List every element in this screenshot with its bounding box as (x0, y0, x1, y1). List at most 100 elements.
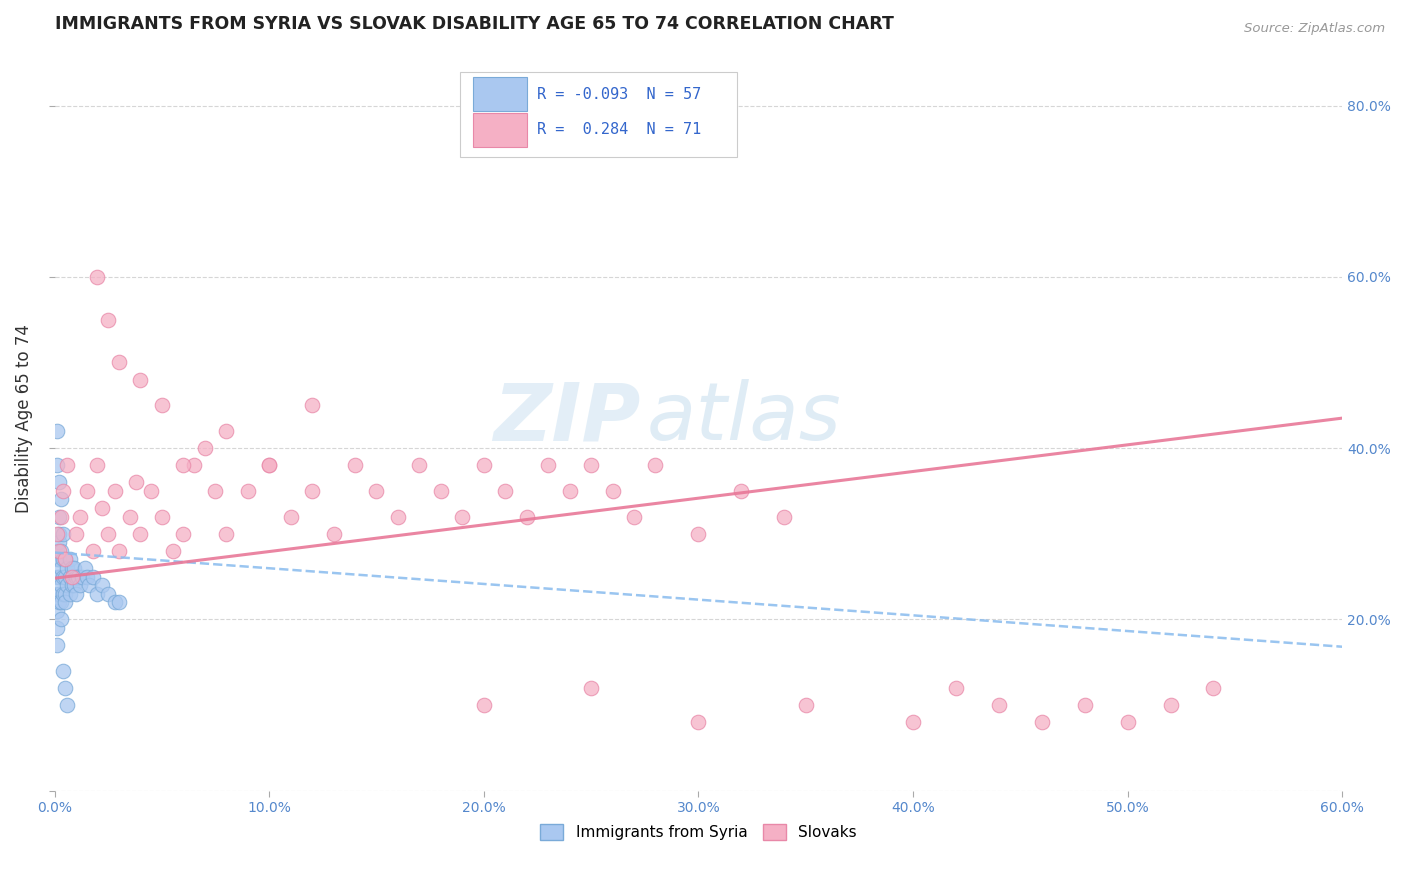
Point (494, 483, 516, 498)
Point (1160, 698, 1182, 712)
Point (194, 441, 217, 455)
Point (104, 483, 127, 498)
Text: R = -0.093  N = 57: R = -0.093 N = 57 (537, 87, 702, 102)
Point (430, 483, 453, 498)
Point (537, 458, 560, 473)
Point (53, 587, 76, 601)
Point (53, 552, 76, 566)
Point (48, 509, 70, 524)
Point (82, 544, 104, 558)
Point (1073, 698, 1095, 712)
Point (794, 698, 817, 712)
Point (387, 509, 409, 524)
Point (53, 681, 76, 695)
Point (730, 483, 752, 498)
Point (76, 569, 98, 583)
Point (129, 526, 152, 541)
Point (45, 638, 67, 652)
Point (558, 483, 581, 498)
Point (86, 269, 108, 284)
Point (516, 509, 538, 524)
Point (56, 578, 79, 592)
Point (52, 664, 75, 678)
Point (48, 587, 70, 601)
Point (45, 604, 67, 618)
Point (301, 398, 323, 412)
Point (472, 458, 495, 473)
Text: atlas: atlas (647, 379, 842, 457)
Point (183, 458, 205, 473)
Point (45, 587, 67, 601)
Point (60, 578, 83, 592)
Point (53, 569, 76, 583)
Point (118, 509, 141, 524)
Point (48, 526, 70, 541)
Point (45, 569, 67, 583)
Point (408, 458, 430, 473)
Point (63, 561, 86, 575)
Point (69, 578, 91, 592)
Point (150, 398, 173, 412)
Point (162, 544, 184, 558)
Point (58, 569, 80, 583)
Point (72, 569, 94, 583)
Point (56, 698, 79, 712)
Point (52, 552, 75, 566)
Point (58, 552, 80, 566)
Point (602, 483, 624, 498)
Point (65, 587, 87, 601)
Point (45, 621, 67, 635)
Point (48, 475, 70, 490)
Point (204, 483, 226, 498)
Point (623, 509, 645, 524)
Point (257, 458, 280, 473)
Point (1031, 715, 1053, 730)
Point (49, 492, 72, 507)
Point (472, 698, 495, 712)
Point (108, 355, 131, 369)
Point (104, 595, 127, 609)
Point (257, 458, 280, 473)
Point (53, 552, 76, 566)
Point (45, 458, 67, 473)
Point (60, 561, 83, 575)
Point (108, 595, 131, 609)
Point (49, 612, 72, 626)
Point (236, 483, 259, 498)
Point (688, 715, 710, 730)
Point (56, 561, 79, 575)
Text: ZIP: ZIP (494, 379, 641, 457)
Text: R =  0.284  N = 71: R = 0.284 N = 71 (537, 122, 702, 137)
Point (48, 544, 70, 558)
Point (901, 715, 924, 730)
Point (49, 544, 72, 558)
Point (48, 569, 70, 583)
Point (139, 483, 162, 498)
Point (45, 544, 67, 558)
Point (125, 475, 148, 490)
Point (97, 526, 120, 541)
Point (366, 483, 388, 498)
Point (49, 595, 72, 609)
Point (86, 458, 108, 473)
Point (280, 509, 302, 524)
Point (172, 526, 194, 541)
FancyBboxPatch shape (472, 77, 527, 112)
Point (987, 698, 1010, 712)
Point (97, 312, 120, 326)
Point (45, 424, 67, 438)
Point (301, 483, 323, 498)
Point (69, 509, 91, 524)
Legend: Immigrants from Syria, Slovaks: Immigrants from Syria, Slovaks (534, 818, 862, 847)
Point (688, 526, 710, 541)
Point (215, 526, 238, 541)
Point (90, 501, 112, 516)
Point (108, 544, 131, 558)
Point (63, 578, 86, 592)
Point (52, 483, 75, 498)
Point (77, 578, 100, 592)
Point (49, 578, 72, 592)
Point (579, 458, 602, 473)
Point (48, 595, 70, 609)
Point (49, 509, 72, 524)
